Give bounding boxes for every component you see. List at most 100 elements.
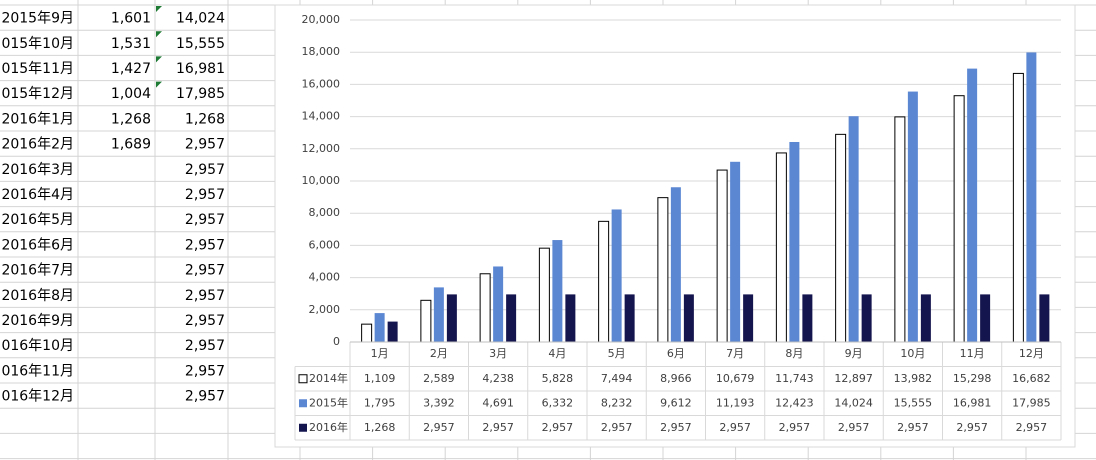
cell: 2,957 [185, 288, 225, 304]
y-tick-label: 8,000 [309, 206, 341, 219]
cell-flag [156, 6, 162, 12]
bar [624, 294, 635, 342]
table-value: 2,957 [542, 421, 574, 434]
legend-label: 2014年 [309, 371, 348, 385]
table-value: 3,392 [423, 396, 455, 409]
table-value: 16,682 [1012, 372, 1051, 385]
y-tick-label: 18,000 [302, 45, 341, 58]
table-value: 2,957 [482, 421, 514, 434]
bar [361, 323, 373, 343]
bar [506, 294, 517, 342]
cell: 2,957 [185, 389, 225, 405]
y-tick-label: 10,000 [302, 174, 341, 187]
cell: 2015年11月 [0, 61, 74, 77]
table-value: 2,957 [1016, 421, 1048, 434]
table-value: 12,423 [775, 396, 814, 409]
table-value: 1,109 [364, 372, 396, 385]
x-tick-label: 12月 [1019, 347, 1044, 360]
bar [493, 266, 504, 342]
bar [953, 95, 965, 343]
cell-flag [156, 31, 162, 38]
legend-key [298, 374, 308, 384]
x-tick-label: 5月 [608, 347, 626, 360]
cell: 2015年12月 [0, 86, 74, 102]
bar [835, 133, 847, 343]
cell: 1,004 [111, 86, 151, 102]
x-tick-label: 2月 [430, 347, 448, 360]
cell: 2016年3月 [1, 162, 74, 178]
bar [861, 294, 872, 342]
bar [433, 287, 444, 342]
bar [565, 294, 576, 342]
bar [802, 294, 813, 342]
table-value: 9,612 [660, 396, 692, 409]
table-value: 2,957 [956, 421, 988, 434]
x-tick-label: 8月 [785, 347, 803, 360]
cell: 2015年9月 [1, 11, 74, 27]
bar [789, 141, 800, 342]
table-value: 2,957 [779, 421, 811, 434]
bar [980, 294, 991, 342]
table-value: 6,332 [542, 396, 574, 409]
y-tick-label: 20,000 [302, 13, 341, 26]
bar [538, 247, 550, 343]
cell: 2016年10月 [0, 338, 74, 354]
sheet-cells: 2015年9月 1,601 14,024 2015年10月 1,531 15,555 201… [0, 6, 225, 405]
x-tick-label: 6月 [667, 347, 685, 360]
table-value: 14,024 [834, 396, 873, 409]
y-tick-label: 16,000 [302, 77, 341, 90]
bar [775, 152, 787, 343]
x-tick-label: 9月 [845, 347, 863, 360]
table-value: 8,232 [601, 396, 633, 409]
cell: 14,024 [176, 11, 225, 27]
table-value: 2,957 [719, 421, 751, 434]
table-value: 15,555 [894, 396, 933, 409]
chart: 0 2,000 4,000 6,000 8,000 10,000 12,000 14,000 1… [294, 13, 1062, 441]
table-value: 13,982 [894, 372, 933, 385]
bar [743, 294, 754, 342]
x-tick-label: 7月 [726, 347, 744, 360]
bar [420, 299, 432, 343]
cell: 2016年12月 [0, 389, 74, 405]
legend-key [299, 399, 307, 408]
bar [611, 209, 622, 342]
table-value: 15,298 [953, 372, 992, 385]
cell: 2,957 [185, 237, 225, 253]
bar [907, 91, 918, 342]
cell: 2,957 [185, 162, 225, 178]
table-value: 2,957 [423, 421, 455, 434]
x-tick-label: 10月 [900, 347, 925, 360]
bar [716, 169, 728, 343]
table-value: 5,828 [542, 372, 574, 385]
table-value: 1,268 [364, 421, 396, 434]
cell: 1,427 [111, 61, 151, 77]
cell: 1,268 [185, 111, 225, 127]
legend-label: 2016年 [309, 420, 348, 434]
cell: 1,689 [111, 137, 151, 153]
table-value: 11,743 [775, 372, 814, 385]
y-tick-label: 4,000 [309, 271, 341, 284]
bar [683, 294, 694, 342]
y-tick-label: 12,000 [302, 142, 341, 155]
table-value: 11,193 [716, 396, 755, 409]
y-tick-label: 0 [333, 335, 340, 348]
cell: 1,268 [111, 111, 151, 127]
cell: 2016年4月 [1, 187, 74, 203]
bar [1039, 294, 1050, 342]
table-value: 2,957 [838, 421, 870, 434]
bar [446, 294, 457, 342]
cell: 2,957 [185, 363, 225, 379]
table-value: 2,957 [660, 421, 692, 434]
x-tick-label: 11月 [960, 347, 985, 360]
table-value: 1,795 [364, 396, 396, 409]
bar [920, 294, 931, 342]
table-value: 4,691 [482, 396, 514, 409]
table-value: 10,679 [716, 372, 755, 385]
cell: 2016年9月 [1, 313, 74, 329]
table-value: 7,494 [601, 372, 633, 385]
bar [848, 116, 859, 343]
y-tick-label: 6,000 [309, 238, 341, 251]
legend-label: 2015年 [309, 395, 348, 409]
